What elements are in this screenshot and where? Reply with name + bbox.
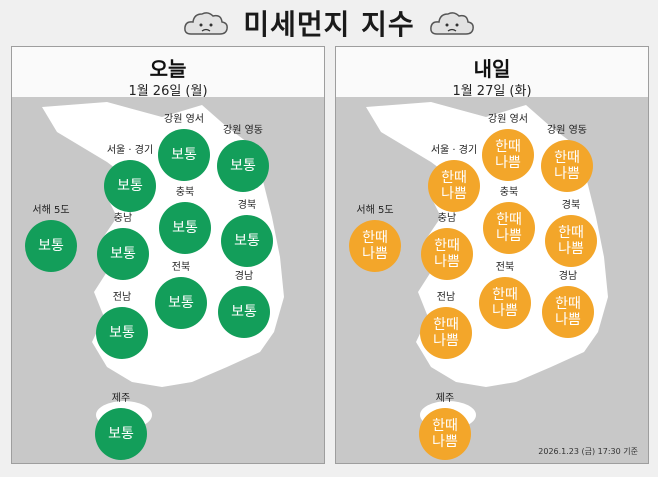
region-jeonbuk: 전북 보통 xyxy=(151,262,211,329)
region-name: 충북 xyxy=(175,187,195,198)
region-name: 경남 xyxy=(558,271,578,282)
region-name: 서울 · 경기 xyxy=(106,145,154,156)
status-badge: 보통 xyxy=(221,215,273,267)
region-name: 경북 xyxy=(561,200,581,211)
region-name: 충남 xyxy=(437,213,457,224)
status-badge: 보통 xyxy=(104,160,156,212)
region-seoul-gyeonggi: 서울 · 경기 보통 xyxy=(100,145,160,212)
region-name: 전북 xyxy=(495,262,515,273)
status-badge: 보통 xyxy=(96,307,148,359)
region-chungbuk: 충북 보통 xyxy=(155,187,215,254)
region-name: 전북 xyxy=(171,262,191,273)
region-seohae-5do: 서해 5도 보통 xyxy=(21,205,81,272)
region-gyeongbuk: 경북 한때 나쁨 xyxy=(541,200,601,267)
region-gyeongnam: 경남 한때 나쁨 xyxy=(538,271,598,338)
region-name: 강원 영동 xyxy=(547,125,587,136)
region-seoul-gyeonggi: 서울 · 경기 한때 나쁨 xyxy=(424,145,484,212)
region-chungbuk: 충북 한때 나쁨 xyxy=(479,187,539,254)
status-badge: 한때 나쁨 xyxy=(419,408,471,460)
update-timestamp: 2026.1.23 (금) 17:30 기준 xyxy=(538,447,638,456)
region-chungnam: 충남 보통 xyxy=(93,213,153,280)
region-name: 전남 xyxy=(436,292,456,303)
region-name: 강원 영동 xyxy=(223,125,263,136)
panel-title-tomorrow: 내일 xyxy=(473,57,511,81)
region-name: 경북 xyxy=(237,200,257,211)
region-name: 제주 xyxy=(111,393,131,404)
today-panel: 오늘 1월 26일 (월) 강원 영서 보통 강원 영동 보통 서울 · 경기 … xyxy=(11,46,325,464)
region-chungnam: 충남 한때 나쁨 xyxy=(417,213,477,280)
status-badge: 한때 나쁨 xyxy=(545,215,597,267)
region-name: 서해 5도 xyxy=(356,205,394,216)
region-gyeongbuk: 경북 보통 xyxy=(217,200,277,267)
region-jeonnam: 전남 한때 나쁨 xyxy=(416,292,476,359)
status-badge: 한때 나쁨 xyxy=(421,228,473,280)
region-name: 서해 5도 xyxy=(32,205,70,216)
region-name: 충남 xyxy=(113,213,133,224)
region-gangwon-yeongseo: 강원 영서 한때 나쁨 xyxy=(478,114,538,181)
status-badge: 보통 xyxy=(217,140,269,192)
status-badge: 보통 xyxy=(158,129,210,181)
region-name: 충북 xyxy=(499,187,519,198)
sad-cloud-icon xyxy=(184,12,229,35)
region-name: 강원 영서 xyxy=(164,114,204,125)
region-name: 경남 xyxy=(234,271,254,282)
status-badge: 보통 xyxy=(25,220,77,272)
region-gangwon-yeongseo: 강원 영서 보통 xyxy=(154,114,214,181)
region-gyeongnam: 경남 보통 xyxy=(214,271,274,338)
region-name: 전남 xyxy=(112,292,132,303)
status-badge: 한때 나쁨 xyxy=(483,202,535,254)
status-badge: 보통 xyxy=(159,202,211,254)
status-badge: 한때 나쁨 xyxy=(482,129,534,181)
region-name: 제주 xyxy=(435,393,455,404)
region-seohae-5do: 서해 5도 한때 나쁨 xyxy=(345,205,405,272)
status-badge: 한때 나쁨 xyxy=(428,160,480,212)
header: 미세먼지 지수 xyxy=(0,0,658,46)
region-jeju: 제주 보통 xyxy=(91,393,151,460)
region-gangwon-yeongdong: 강원 영동 보통 xyxy=(213,125,273,192)
region-jeonnam: 전남 보통 xyxy=(92,292,152,359)
status-badge: 한때 나쁨 xyxy=(479,277,531,329)
status-badge: 한때 나쁨 xyxy=(541,140,593,192)
page-title: 미세먼지 지수 xyxy=(243,8,415,41)
sad-cloud-icon xyxy=(429,12,474,35)
status-badge: 보통 xyxy=(218,286,270,338)
status-badge: 보통 xyxy=(95,408,147,460)
panel-date-tomorrow: 1월 27일 (화) xyxy=(452,84,532,99)
status-badge: 한때 나쁨 xyxy=(420,307,472,359)
panel-title-today: 오늘 xyxy=(149,57,187,81)
region-jeonbuk: 전북 한때 나쁨 xyxy=(475,262,535,329)
tomorrow-panel: 내일 1월 27일 (화) 강원 영서 한때 나쁨 강원 영동 한때 나쁨 서울… xyxy=(335,46,649,464)
status-badge: 보통 xyxy=(97,228,149,280)
region-name: 서울 · 경기 xyxy=(430,145,478,156)
region-gangwon-yeongdong: 강원 영동 한때 나쁨 xyxy=(537,125,597,192)
region-name: 강원 영서 xyxy=(488,114,528,125)
region-jeju: 제주 한때 나쁨 xyxy=(415,393,475,460)
panel-date-today: 1월 26일 (월) xyxy=(128,84,208,99)
status-badge: 한때 나쁨 xyxy=(542,286,594,338)
status-badge: 보통 xyxy=(155,277,207,329)
status-badge: 한때 나쁨 xyxy=(349,220,401,272)
